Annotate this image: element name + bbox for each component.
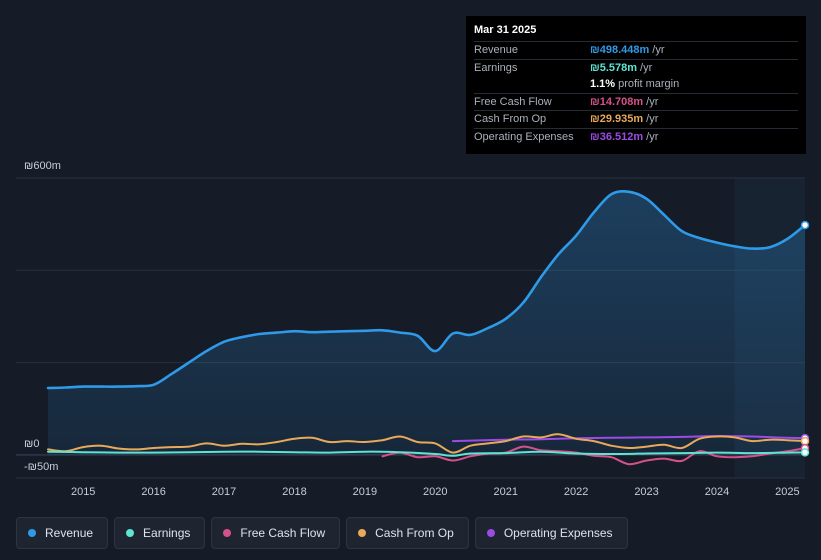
legend-item-free-cash-flow[interactable]: Free Cash Flow — [211, 517, 341, 549]
tooltip-row-value: 1.1% — [590, 78, 616, 91]
legend-dot-icon — [126, 529, 135, 537]
tooltip-date: Mar 31 2025 — [474, 24, 537, 36]
x-tick-label: 2024 — [705, 486, 729, 498]
tooltip-row-value: ₪5.578m — [590, 61, 638, 74]
tooltip-row-label: Free Cash Flow — [474, 95, 552, 108]
tooltip-row-value: ₪29.935m — [590, 113, 644, 126]
tooltip-row: Earnings ₪5.578m/yr — [474, 58, 798, 77]
tooltip-row-label: Cash From Op — [474, 113, 547, 126]
tooltip-rows: Revenue ₪498.448m/yr Earnings ₪5.578m/yr 1.1… — [474, 41, 798, 145]
x-tick-label: 2018 — [282, 486, 306, 498]
y-tick-label: ₪600m — [24, 160, 61, 172]
legend-dot-icon — [358, 529, 367, 537]
tooltip-panel: Mar 31 2025 Revenue ₪498.448m/yr Earnings ₪… — [466, 16, 806, 154]
tooltip-row-value: ₪36.512m — [590, 130, 644, 143]
free-cash-flow-line — [381, 445, 806, 466]
revenue-area-fill — [48, 191, 805, 455]
legend-dot-icon — [28, 529, 36, 537]
tooltip-row-unit: profit margin — [618, 78, 680, 91]
legend-label: Earnings — [143, 526, 191, 540]
x-axis-labels: 2015 2016 2017 2018 2019 2020 2021 2022 2023 2024… — [71, 486, 800, 498]
legend-item-cash-from-op[interactable]: Cash From Op — [346, 517, 469, 549]
chart-legend: Revenue Earnings Free Cash Flow Cash From O… — [16, 517, 628, 549]
y-tick-label: ₪0 — [24, 438, 39, 450]
x-tick-label: 2020 — [423, 486, 447, 498]
legend-dot-icon — [486, 529, 495, 537]
x-tick-label: 2022 — [564, 486, 588, 498]
legend-label: Revenue — [45, 526, 94, 540]
tooltip-row-unit: /yr — [640, 61, 653, 74]
x-tick-label: 2023 — [634, 486, 658, 498]
tooltip-row: 1.1% profit margin — [474, 76, 798, 93]
tooltip-row-unit: /yr — [646, 130, 659, 143]
series-lines — [46, 190, 807, 466]
tooltip-row: Free Cash Flow ₪14.708m/yr — [474, 92, 798, 111]
legend-item-revenue[interactable]: Revenue — [16, 517, 109, 549]
x-tick-label: 2019 — [353, 486, 377, 498]
legend-dot-icon — [223, 529, 232, 537]
tooltip-row-label: Revenue — [474, 44, 519, 57]
cash-from-op-end-point — [800, 436, 810, 446]
tooltip-row: Revenue ₪498.448m/yr — [474, 41, 798, 59]
cash-from-op-line — [47, 433, 806, 454]
legend-item-operating-expenses[interactable]: Operating Expenses — [474, 517, 628, 549]
x-tick-label: 2015 — [71, 486, 95, 498]
tooltip-row-unit: /yr — [646, 113, 659, 126]
legend-item-earnings[interactable]: Earnings — [114, 517, 206, 549]
tooltip-row-value: ₪498.448m — [590, 44, 650, 57]
tooltip-row-unit: /yr — [652, 44, 665, 57]
revenue-line — [46, 190, 807, 390]
x-tick-label: 2021 — [493, 486, 517, 498]
legend-label: Operating Expenses — [503, 526, 613, 540]
tooltip-row: Cash From Op ₪29.935m/yr — [474, 110, 798, 128]
legend-label: Free Cash Flow — [240, 526, 326, 540]
x-tick-label: 2025 — [775, 486, 799, 498]
y-tick-label: -₪50m — [24, 461, 58, 473]
x-tick-label: 2016 — [141, 486, 165, 498]
tooltip-row-label: Operating Expenses — [474, 130, 574, 143]
tooltip-row: Operating Expenses ₪36.512m/yr — [474, 127, 798, 146]
y-axis-labels: ₪600m ₪0 -₪50m — [24, 160, 61, 473]
earnings-line — [47, 450, 806, 457]
operating-expenses-line — [451, 434, 806, 443]
x-tick-label: 2017 — [212, 486, 236, 498]
series-end-dots — [800, 220, 810, 457]
tooltip-row-value: ₪14.708m — [590, 95, 644, 108]
tooltip-row-label: Earnings — [474, 61, 518, 74]
revenue-area — [48, 191, 805, 455]
earnings-end-point — [800, 448, 810, 457]
revenue-end-point — [800, 220, 810, 230]
tooltip-row-unit: /yr — [646, 95, 659, 108]
legend-label: Cash From Op — [375, 526, 454, 540]
